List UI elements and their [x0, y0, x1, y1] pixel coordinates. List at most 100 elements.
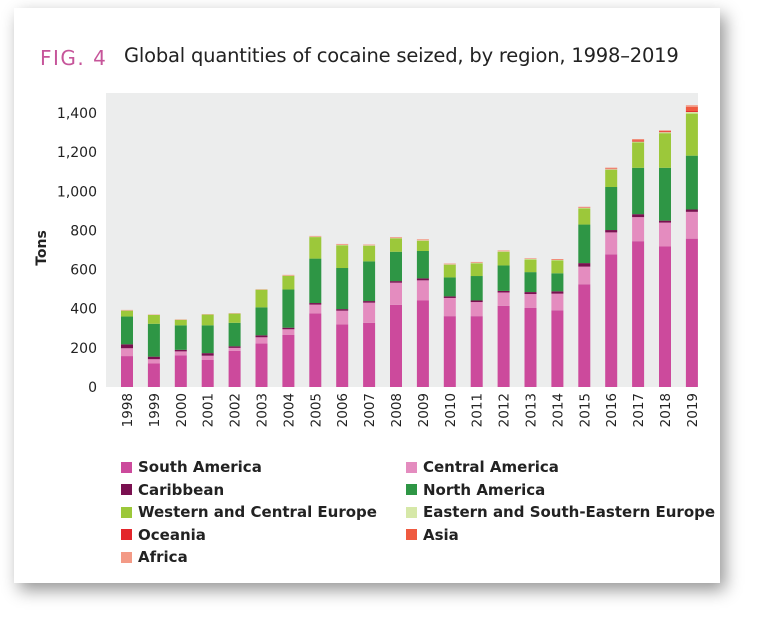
bar-segment: [659, 222, 671, 247]
y-tick-label: 0: [88, 380, 97, 396]
bar-segment: [121, 344, 133, 349]
bar-segment: [390, 238, 402, 252]
bar-segment: [201, 359, 214, 387]
bar-segment: [336, 310, 349, 325]
legend-item: Oceania: [121, 526, 206, 544]
legend-item: Asia: [406, 526, 459, 544]
bar-segment: [685, 209, 698, 212]
bar-segment: [470, 300, 483, 303]
bar-segment: [605, 230, 618, 233]
bar-segment: [147, 356, 160, 360]
bar-segment: [336, 324, 349, 387]
bar-segment: [416, 240, 429, 251]
bar-segment: [632, 167, 645, 215]
bar-segment: [174, 355, 187, 387]
bar-segment: [659, 130, 671, 132]
bar-segment: [228, 347, 241, 351]
bar-segment: [551, 291, 564, 294]
legend-swatch: [406, 484, 417, 495]
bar-segment: [363, 322, 376, 387]
bar-segment: [551, 273, 564, 292]
bar-segment: [685, 211, 698, 239]
x-tick-label: 2014: [550, 393, 566, 427]
bar-segment: [632, 214, 645, 218]
bar-segment: [336, 245, 349, 268]
bar-segment: [443, 297, 456, 317]
bar-segment: [524, 292, 537, 295]
y-axis: 0 200 400 600 800 1,000 1,200 1,400: [57, 106, 97, 396]
bar-segment: [578, 284, 591, 387]
bar-segment: [497, 305, 510, 387]
bar-segment: [228, 346, 241, 348]
legend-swatch: [406, 461, 417, 473]
bar-segment: [363, 302, 376, 323]
bar-segment: [685, 111, 698, 113]
bar-segment: [309, 303, 322, 305]
bar-segment: [201, 325, 214, 354]
bar-segment: [416, 300, 429, 387]
y-tick-label: 400: [70, 302, 97, 318]
bar-segment: [659, 167, 671, 221]
bar-segment: [632, 139, 645, 140]
bar-segment: [524, 272, 537, 293]
bar-segment: [121, 310, 133, 317]
bar-segment: [578, 263, 591, 267]
bar-segment: [551, 293, 564, 311]
bar-segment: [201, 353, 214, 356]
bar-segment: [443, 316, 456, 387]
bar-segment: [443, 263, 456, 265]
bar-segment: [578, 206, 591, 208]
bar-segment: [363, 261, 376, 302]
bar-segment: [201, 314, 214, 326]
bar-segment: [336, 243, 349, 245]
legend-item: North America: [406, 481, 545, 499]
bar-segment: [605, 186, 618, 231]
bar-segment: [578, 208, 591, 225]
bar-segment: [470, 263, 483, 277]
bar-segment: [443, 296, 456, 298]
bar-segment: [443, 264, 456, 278]
x-tick-label: 2019: [685, 393, 701, 427]
x-tick-label: 2018: [658, 393, 674, 427]
bar-segment: [255, 343, 268, 387]
bar-segment: [524, 259, 537, 273]
bar-segment: [390, 282, 402, 305]
legend-swatch: [121, 461, 132, 473]
x-tick-label: 2010: [443, 393, 459, 427]
bar-segment: [551, 260, 564, 274]
legend-swatch: [121, 484, 132, 495]
bar-segment: [470, 276, 483, 301]
legend-item: Central America: [406, 458, 559, 476]
bar-segment: [174, 351, 187, 356]
bar-segment: [605, 254, 618, 387]
bar-segment: [228, 313, 241, 323]
x-tick-label: 2004: [281, 393, 297, 427]
bar-segment: [416, 239, 429, 241]
bar-segment: [497, 251, 510, 266]
bar-segment: [443, 277, 456, 297]
bar-segment: [282, 289, 295, 328]
bar-segment: [685, 112, 698, 114]
bar-segment: [309, 237, 322, 259]
bar-segment: [524, 294, 537, 308]
x-tick-label: 2003: [255, 393, 271, 427]
bar-segment: [632, 140, 645, 142]
bar-segment: [255, 307, 268, 336]
bar-segment: [632, 141, 645, 143]
y-tick-label: 1,000: [57, 184, 97, 200]
bar-segment: [363, 245, 376, 262]
bar-segment: [685, 113, 698, 156]
bar-segment: [416, 278, 429, 281]
bar-segment: [174, 325, 187, 350]
legend-label: South America: [138, 458, 262, 476]
bar-segment: [497, 251, 510, 252]
x-tick-label: 2001: [201, 393, 217, 427]
y-tick-label: 600: [70, 263, 97, 279]
bar-segment: [282, 275, 295, 290]
bar-segment: [524, 307, 537, 387]
bar-segment: [605, 169, 618, 187]
bar-segment: [605, 167, 618, 169]
legend-item: South America: [121, 458, 262, 476]
bar-segment: [255, 289, 268, 308]
